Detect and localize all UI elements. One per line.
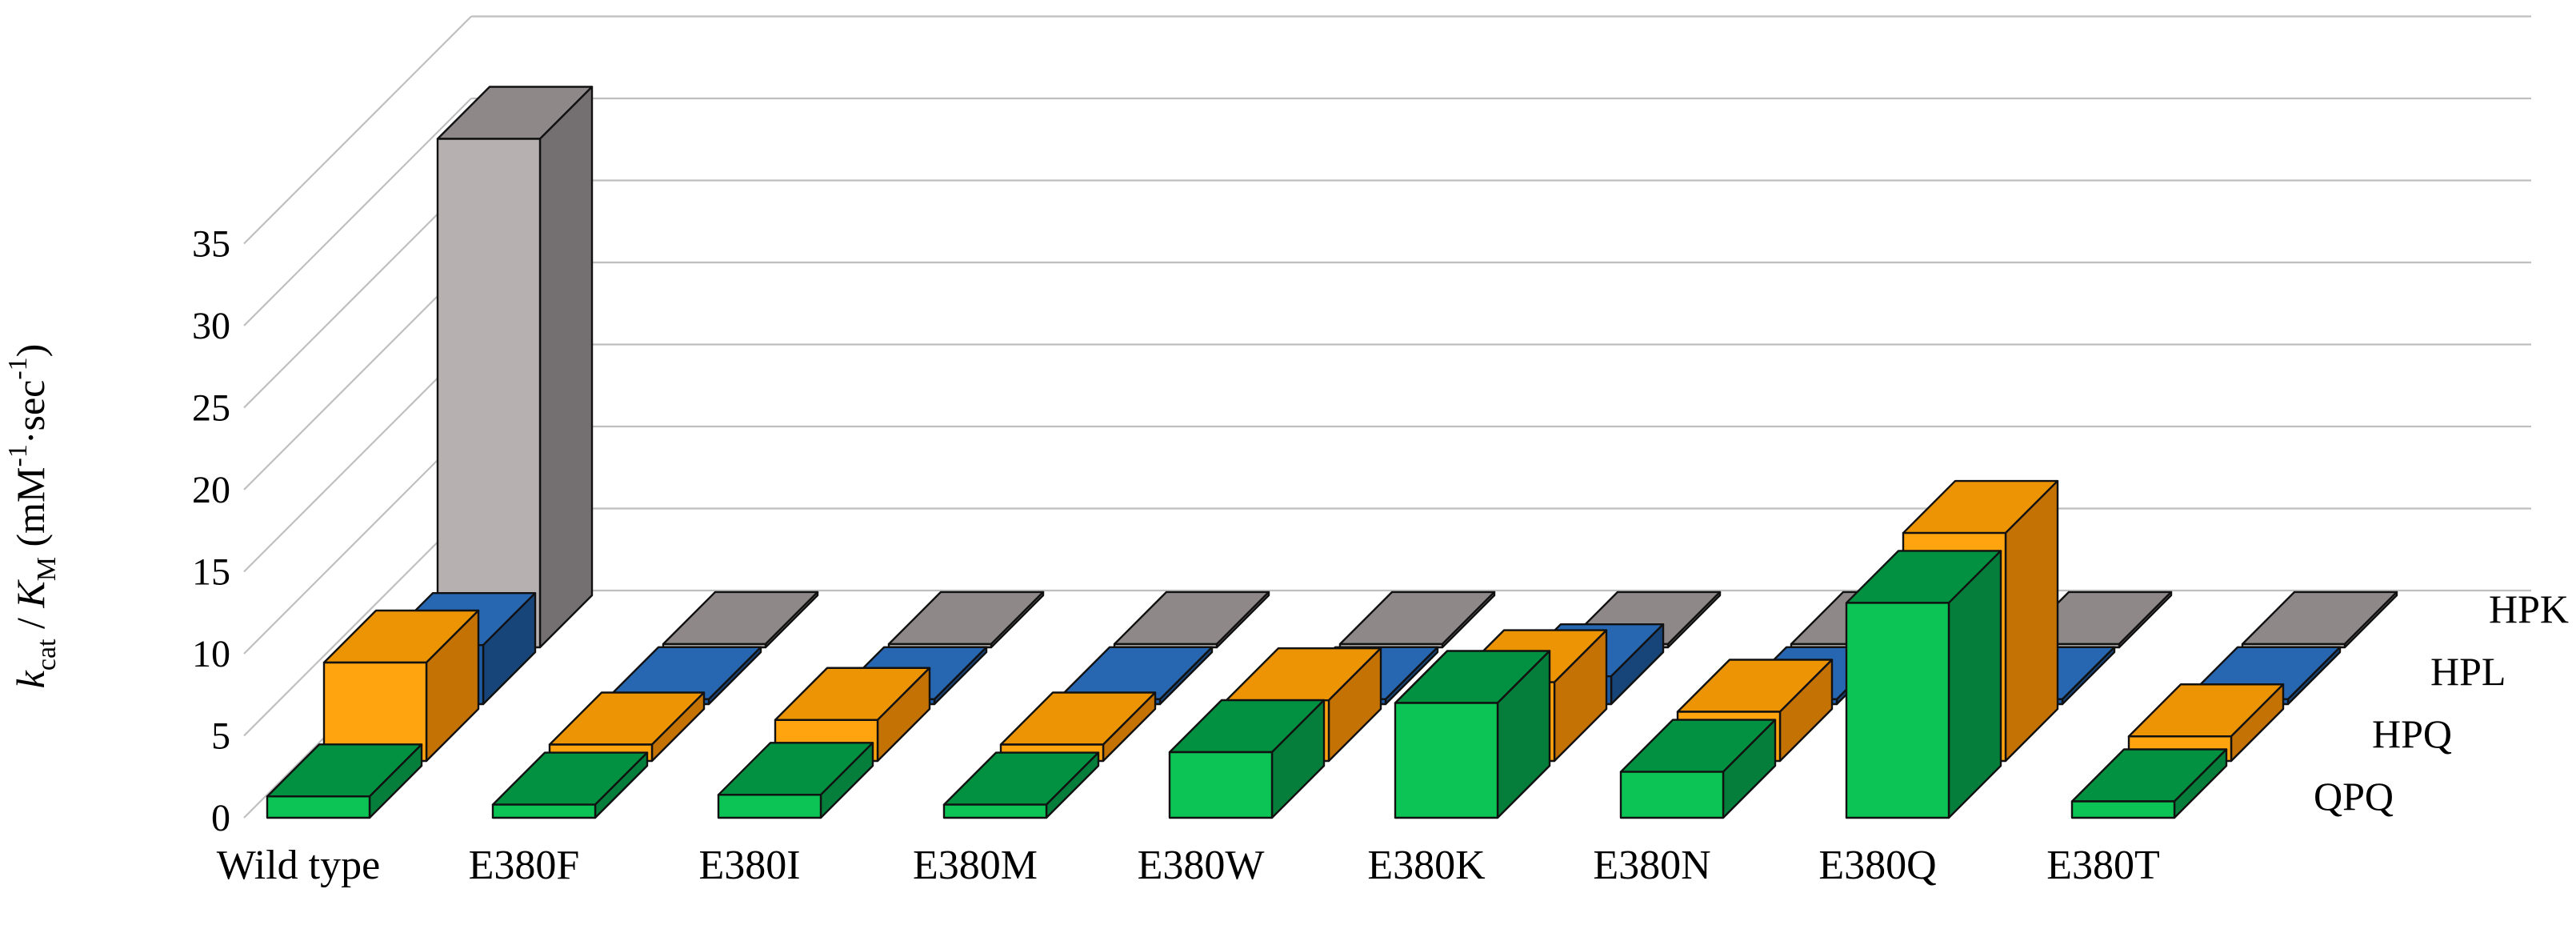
bar-front-face [491, 803, 597, 819]
y-axis-title-part: (mM [8, 467, 53, 557]
bar-E380M-HPK [1113, 591, 1270, 649]
bar-front-face [1845, 602, 1950, 819]
bars-layer [266, 86, 2398, 819]
bar-E380M-HPQ [999, 691, 1157, 763]
grid-line-diagonal [243, 507, 472, 737]
bar-front-face [1394, 702, 1499, 819]
bar-E380K-QPQ [1394, 650, 1551, 819]
y-axis-title-part: ·sec [8, 380, 53, 445]
y-axis-title-part: M [32, 557, 62, 581]
y-tick-label: 10 [192, 633, 230, 675]
y-tick-label: 15 [192, 551, 230, 594]
bar-E380W-QPQ [1168, 699, 1326, 819]
bar-E380T-QPQ [2070, 748, 2228, 819]
y-axis-title: kcat / KM (mM-1·sec-1) [3, 344, 62, 689]
bar-Wild type-HPK [436, 86, 594, 649]
category-label-E380M: E380M [913, 843, 1038, 888]
y-axis-title-part: cat [32, 639, 62, 671]
bar-front-face [2070, 800, 2176, 819]
bar-E380Q-QPQ [1845, 550, 2002, 819]
labels-layer: 0 5 10 15 20 25 30 35 Wild type E380F E380I E380M E3… [3, 223, 2569, 889]
y-axis-title-part: -1 [3, 444, 33, 467]
category-label-E380T: E380T [2046, 843, 2160, 888]
bar-E380N-QPQ [1619, 719, 1777, 819]
y-tick-label: 30 [192, 305, 230, 347]
grid-line-diagonal [243, 343, 472, 573]
series-label-QPQ: QPQ [2314, 774, 2394, 819]
bar-front-face [1168, 751, 1274, 819]
series-label-HPK: HPK [2489, 587, 2569, 631]
bar-E380W-HPK [1338, 591, 1496, 649]
bar-front-face [266, 795, 371, 819]
category-label-E380N: E380N [1593, 843, 1710, 888]
bar-front-face [436, 138, 542, 649]
y-axis-title-part: / [8, 608, 53, 639]
y-tick-label: 0 [211, 797, 230, 839]
y-axis-title-part: -1 [3, 357, 33, 379]
grid-line-diagonal [243, 262, 472, 491]
series-label-HPL: HPL [2430, 649, 2506, 694]
bar-E380F-HPQ [548, 691, 706, 763]
bar-E380F-QPQ [491, 751, 649, 819]
bar-side-face [538, 86, 594, 649]
bar-E380I-HPK [887, 591, 1045, 649]
y-tick-label: 5 [211, 715, 230, 758]
bar-Wild type-QPQ [266, 743, 423, 819]
bar-E380M-QPQ [942, 751, 1100, 819]
y-axis-title-part: ) [8, 344, 53, 358]
grid-layer [243, 15, 2531, 819]
category-label-E380I: E380I [698, 843, 800, 888]
bar-front-face [1619, 771, 1725, 819]
bar-E380F-HPK [662, 591, 819, 649]
category-label-Wild type: Wild type [217, 843, 380, 888]
y-tick-label: 25 [192, 387, 230, 430]
series-label-HPQ: HPQ [2372, 711, 2452, 756]
grid-line-diagonal [243, 15, 472, 245]
grid-line-diagonal [243, 98, 472, 326]
y-axis-title-part: K [8, 579, 53, 609]
y-tick-label: 20 [192, 469, 230, 511]
y-tick-label: 35 [192, 223, 230, 266]
grid-line-diagonal [243, 179, 472, 409]
category-label-E380Q: E380Q [1818, 843, 1936, 888]
y-axis-title-part: k [8, 670, 53, 688]
bar-E380T-HPK [2241, 591, 2398, 649]
bar-front-face [942, 803, 1048, 819]
grid-line-diagonal [243, 426, 472, 655]
bar-E380I-QPQ [717, 742, 874, 819]
category-label-E380F: E380F [469, 843, 580, 888]
bar-front-face [717, 794, 822, 819]
category-label-E380K: E380K [1367, 843, 1486, 888]
category-label-E380W: E380W [1138, 843, 1265, 888]
